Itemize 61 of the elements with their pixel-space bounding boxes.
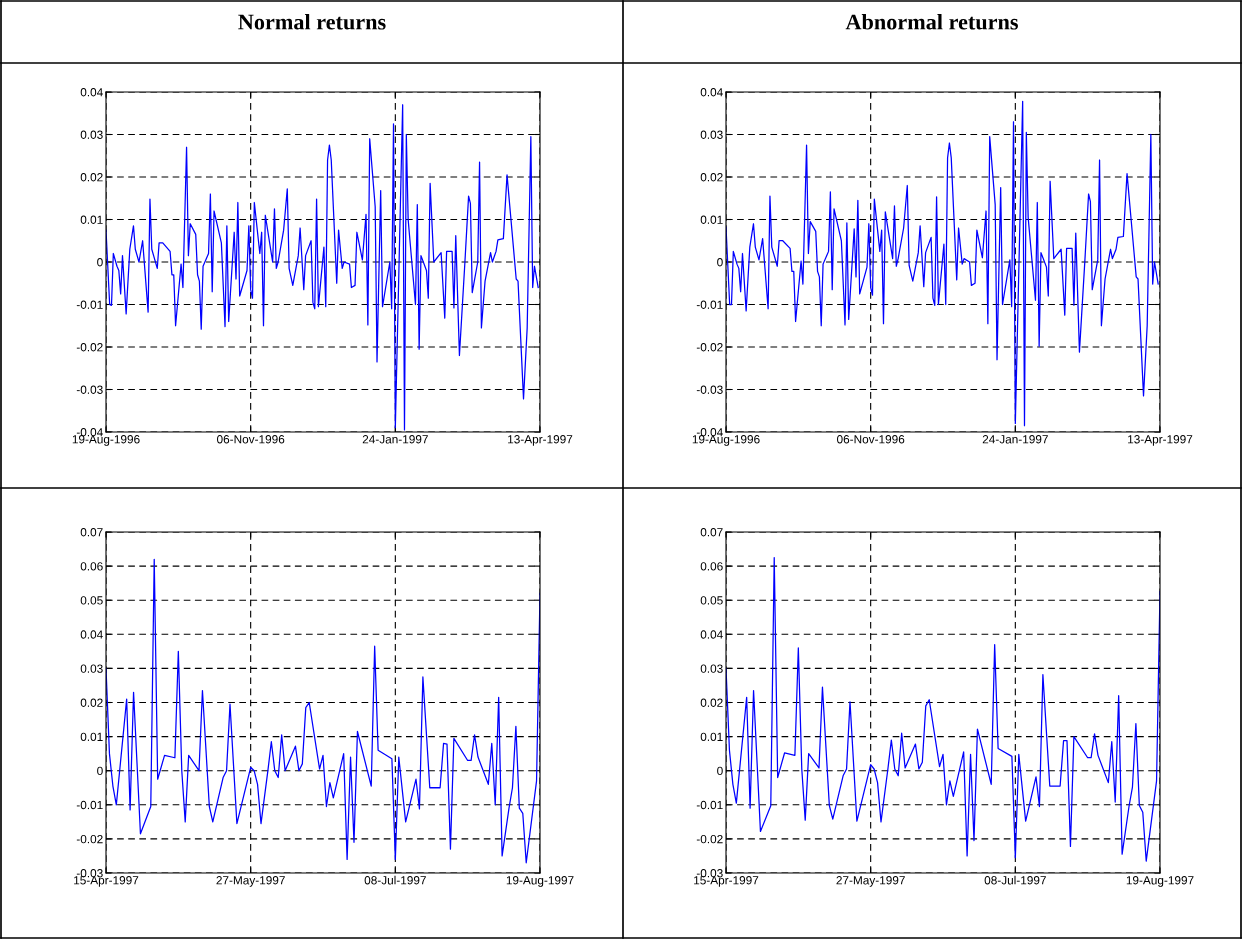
- y-tick-label: -0.01: [76, 800, 103, 810]
- line-series: [726, 556, 1160, 862]
- y-tick-label: -0.03: [76, 385, 103, 394]
- y-tick-label: 0.02: [80, 173, 103, 182]
- y-tick-label: 0.01: [80, 732, 103, 741]
- y-tick-label: 0: [97, 258, 103, 267]
- y-tick-label: 0: [717, 258, 723, 267]
- y-tick-label: 0.04: [700, 88, 723, 97]
- chart-title: Abnormal returns: [845, 13, 1018, 30]
- y-tick-label: 0.03: [700, 664, 723, 673]
- x-tick-label: 13-Apr-1997: [1128, 435, 1193, 446]
- x-tick-label: 15-Apr-1997: [74, 876, 139, 887]
- x-tick-label: 24-Jan-1997: [362, 435, 428, 444]
- y-tick-label: 0.02: [80, 698, 103, 707]
- y-tick-label: -0.03: [696, 385, 723, 394]
- x-tick-label: 24-Jan-1997: [982, 435, 1048, 444]
- y-tick-label: -0.02: [76, 343, 103, 352]
- x-tick-label: 19-Aug-1996: [692, 435, 760, 446]
- x-tick-label: 27-May-1997: [216, 876, 285, 887]
- y-tick-label: 0.04: [700, 630, 723, 639]
- y-tick-label: -0.01: [76, 300, 103, 309]
- x-tick-label: 06-Nov-1996: [837, 435, 905, 444]
- y-tick-label: 0.07: [700, 528, 723, 537]
- y-tick-label: -0.01: [696, 800, 723, 810]
- y-tick-label: -0.02: [76, 834, 103, 844]
- y-tick-label: -0.04: [76, 428, 103, 437]
- y-tick-label: 0: [717, 766, 723, 776]
- y-tick-label: 0.05: [80, 596, 103, 605]
- chart-title: Normal returns: [238, 13, 386, 30]
- x-tick-label: 08-Jul-1997: [364, 875, 426, 885]
- y-tick-label: -0.01: [696, 300, 723, 309]
- y-tick-label: 0.01: [700, 732, 723, 741]
- y-tick-label: 0.04: [80, 88, 103, 97]
- x-tick-label: 13-Apr-1997: [508, 435, 573, 446]
- y-tick-label: 0: [97, 766, 103, 776]
- x-tick-label: 19-Aug-1996: [72, 435, 140, 446]
- line-series: [726, 100, 1159, 427]
- y-tick-label: 0.03: [80, 664, 103, 673]
- y-tick-label: 0.05: [700, 596, 723, 605]
- y-tick-label: -0.04: [696, 428, 723, 437]
- y-tick-label: 0.03: [80, 130, 103, 139]
- line-series: [106, 558, 540, 864]
- y-tick-label: 0.04: [80, 630, 103, 639]
- y-tick-label: 0.01: [80, 215, 103, 224]
- y-tick-label: 0.02: [700, 173, 723, 182]
- x-tick-label: 15-Apr-1997: [694, 876, 759, 887]
- y-tick-label: -0.02: [696, 834, 723, 844]
- y-tick-label: -0.03: [76, 869, 103, 878]
- y-tick-label: 0.02: [700, 698, 723, 707]
- x-tick-label: 19-Aug-1997: [1126, 876, 1194, 887]
- y-tick-label: 0.06: [80, 562, 103, 571]
- y-tick-label: 0.07: [80, 528, 103, 537]
- y-tick-label: -0.02: [696, 343, 723, 352]
- x-tick-label: 19-Aug-1997: [506, 876, 574, 887]
- y-tick-label: 0.01: [700, 215, 723, 224]
- x-tick-label: 06-Nov-1996: [217, 435, 285, 444]
- x-tick-label: 08-Jul-1997: [984, 875, 1046, 885]
- x-tick-label: 27-May-1997: [836, 876, 905, 887]
- y-tick-label: 0.03: [700, 130, 723, 139]
- y-tick-label: 0.06: [700, 562, 723, 571]
- y-tick-label: -0.03: [696, 869, 723, 878]
